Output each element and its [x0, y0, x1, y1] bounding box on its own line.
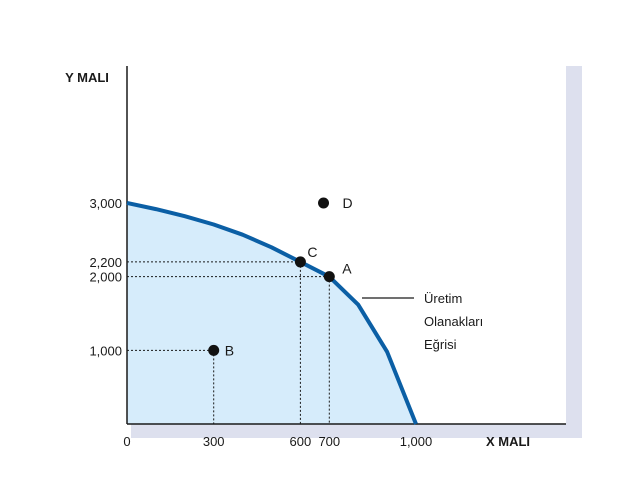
feasible-region [127, 203, 416, 424]
curve-label-line-1: Üretim [424, 291, 462, 306]
y-tick-label: 1,000 [89, 343, 122, 358]
point-c [294, 256, 306, 268]
guide-lines [127, 261, 330, 424]
ppf-curve [126, 201, 418, 425]
shadow-bottom [131, 424, 582, 438]
y-tick-label: 3,000 [89, 196, 122, 211]
point-d [318, 197, 330, 209]
y-tick-label: 2,000 [89, 270, 122, 285]
x-tick-label: 300 [203, 434, 225, 449]
x-tick-label: 1,000 [400, 434, 433, 449]
point-label-d: D [343, 195, 353, 211]
point-b [208, 344, 220, 356]
point-label-c: C [307, 244, 317, 260]
x-axis-title: X MALI [486, 434, 530, 449]
y-tick-label: 2,200 [89, 255, 122, 270]
point-a [323, 271, 335, 283]
point-label-a: A [342, 261, 352, 277]
x-tick-label: 600 [290, 434, 312, 449]
x-tick-labels: 0 300 600 700 1,000 [123, 434, 432, 449]
shadow-right [566, 66, 582, 438]
curve-label-line-3: Eğrisi [424, 337, 457, 352]
y-axis-title: Y MALI [65, 70, 109, 85]
x-tick-label: 700 [318, 434, 340, 449]
curve-label-line-2: Olanakları [424, 314, 483, 329]
point-label-b: B [225, 342, 234, 358]
plot-shadow [131, 66, 582, 438]
x-tick-label: 0 [123, 434, 130, 449]
data-points: A B C D [208, 195, 353, 358]
